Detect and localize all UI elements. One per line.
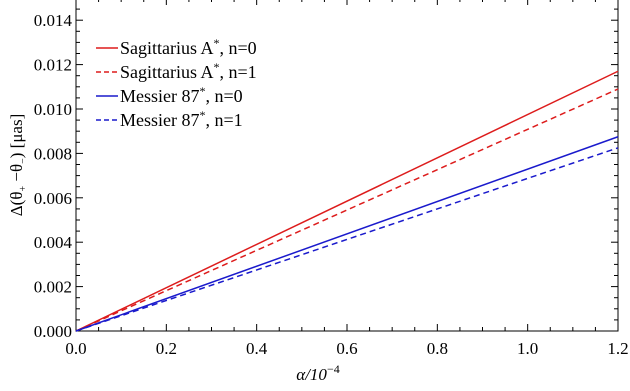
y-axis-label: Δ(θ+ −θ−) [μas]	[7, 114, 29, 217]
series-line-1	[75, 88, 619, 332]
x-tick-label: 0.8	[427, 339, 448, 358]
legend-label-name: Messier 87	[120, 110, 200, 130]
y-tick-label: 0.010	[34, 100, 72, 119]
series-lines	[75, 70, 619, 332]
legend-label-3: Messier 87*, n=1	[120, 108, 243, 130]
x-tick-label: 1.0	[517, 339, 538, 358]
legend-label-name: Sagittarius A	[120, 62, 214, 82]
legend-label-2: Messier 87*, n=0	[120, 84, 243, 106]
y-axis-label-start: Δ(θ	[7, 192, 26, 217]
x-tick-label: 0.2	[156, 339, 177, 358]
y-axis-label-mid: −θ	[7, 164, 26, 186]
y-tick-label: 0.004	[34, 233, 73, 252]
x-axis-label-exponent: −4	[327, 362, 340, 376]
legend-label-suffix: , n=0	[220, 38, 257, 58]
legend-label-sup: *	[200, 84, 206, 98]
legend-label-name: Sagittarius A	[120, 38, 214, 58]
y-tick-label: 0.006	[34, 189, 72, 208]
series-line-2	[75, 136, 619, 332]
legend-label-suffix: , n=1	[220, 62, 257, 82]
legend-label-suffix: , n=1	[206, 110, 243, 130]
x-tick-label: 1.2	[607, 339, 628, 358]
y-tick-label: 0.012	[34, 56, 72, 75]
series-line-0	[75, 70, 619, 332]
y-tick-label: 0.002	[34, 278, 72, 297]
y-axis-label-sub-minus: −	[18, 158, 29, 164]
x-axis-label-text: α/10	[296, 365, 327, 384]
y-axis-label-unit: ) [μas]	[7, 114, 26, 159]
ticks: 0.0 0.2 0.4 0.6 0.8 1.0 1.2 0.000 0.002 0.004 0.00…	[34, 0, 629, 358]
legend-label-sup: *	[200, 108, 206, 122]
legend-label-0: Sagittarius A*, n=0	[120, 36, 257, 58]
series-line-3	[75, 147, 619, 332]
legend-label-sup: *	[214, 60, 220, 74]
legend-label-name: Messier 87	[120, 86, 200, 106]
y-tick-label: 0.014	[34, 11, 73, 30]
y-axis-label-sub-plus: +	[18, 186, 29, 192]
y-tick-label: 0.008	[34, 144, 72, 163]
legend-label-suffix: , n=0	[206, 86, 243, 106]
x-axis-label: α/10−4	[296, 362, 339, 384]
y-tick-label: 0.000	[34, 322, 72, 341]
legend-label-1: Sagittarius A*, n=1	[120, 60, 257, 82]
x-tick-label: 0.0	[65, 339, 86, 358]
legend-label-sup: *	[214, 36, 220, 50]
x-tick-label: 0.4	[246, 339, 268, 358]
x-tick-label: 0.6	[336, 339, 357, 358]
